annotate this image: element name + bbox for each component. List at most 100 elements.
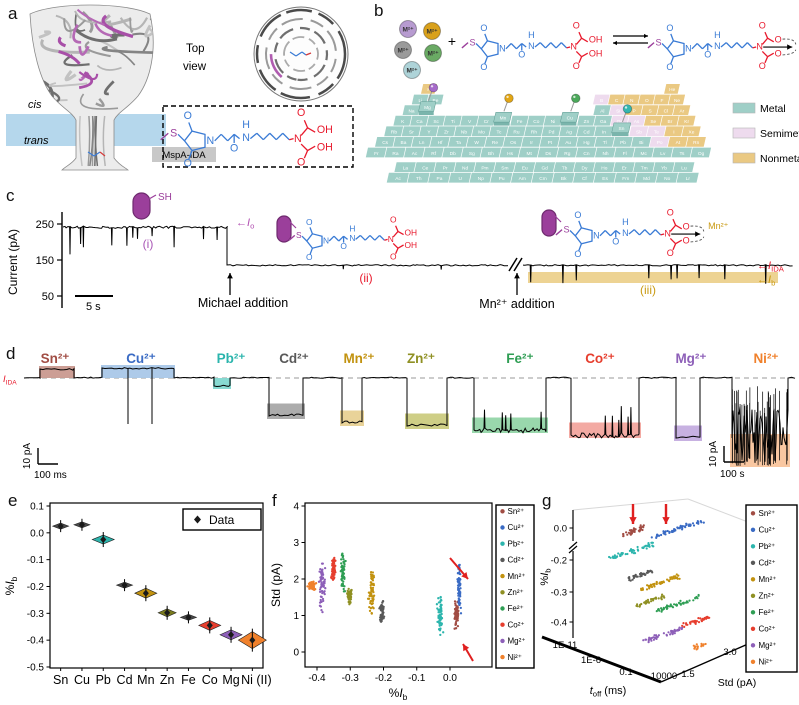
- svg-text:At: At: [676, 140, 681, 146]
- svg-text:Pd: Pd: [549, 130, 555, 136]
- svg-text:O: O: [573, 61, 580, 71]
- svg-text:Nb: Nb: [461, 130, 467, 136]
- svg-text:O: O: [230, 143, 238, 155]
- d-scalebar-right-v: 10 pA: [708, 441, 719, 467]
- svg-text:Ne: Ne: [674, 98, 680, 104]
- c-ytick: 50: [42, 291, 54, 303]
- svg-text:N: N: [593, 230, 600, 240]
- svg-text:OH: OH: [589, 35, 603, 45]
- svg-text:Zr: Zr: [444, 130, 449, 136]
- event-box-cu: [101, 365, 175, 378]
- svg-text:Re: Re: [492, 140, 498, 146]
- f-legend-dot-icon: [500, 638, 505, 644]
- i0-label: ←Io: [236, 217, 254, 231]
- f-ytick: 0: [293, 648, 299, 659]
- nanopore-oval-icon: [132, 192, 151, 220]
- svg-text:B: B: [600, 98, 603, 104]
- g-ylabel: %Ib: [539, 568, 553, 585]
- svg-text:As: As: [634, 119, 640, 125]
- panel-e-violin-chart: 0.1 0.0 -0.1 -0.2 -0.3 -0.4 -0.5 %Ib Sn Cu Pb Cd Mn Z…: [3, 502, 272, 688]
- svg-text:O: O: [666, 23, 673, 33]
- svg-text:Bh: Bh: [488, 151, 494, 157]
- svg-text:Ds: Ds: [545, 151, 551, 157]
- g-ztick: 3.0: [723, 647, 736, 658]
- svg-text:Sg: Sg: [469, 151, 475, 157]
- f-legend-cd: Cd²⁺: [508, 556, 525, 565]
- svg-text:Cm: Cm: [539, 176, 546, 182]
- svg-text:Ac: Ac: [395, 176, 401, 182]
- svg-text:Sm: Sm: [501, 165, 508, 171]
- f-legend-fe: Fe²⁺: [508, 604, 524, 613]
- svg-text:Sn: Sn: [619, 126, 625, 132]
- f-xtick: -0.2: [375, 673, 393, 684]
- svg-text:Fl: Fl: [623, 151, 627, 157]
- event-box-mn: [340, 410, 364, 426]
- g-xtick: 10000: [651, 671, 677, 682]
- f-legend-dot-icon: [500, 557, 505, 563]
- svg-text:Cf: Cf: [582, 176, 587, 182]
- d-i-ida-label: IIDA: [3, 374, 17, 386]
- svg-text:Ni: Ni: [551, 119, 556, 125]
- svg-text:Sb: Sb: [636, 130, 642, 136]
- e-category-zn: Zn: [160, 673, 175, 687]
- f-legend-mn: Mn²⁺: [508, 572, 526, 581]
- f-xtick: -0.4: [308, 673, 326, 684]
- e-legend-marker-icon: [194, 515, 201, 524]
- g-xlabel: toff (ms): [590, 685, 627, 699]
- svg-text:Nh: Nh: [602, 151, 608, 157]
- ida-structure-box: [162, 105, 354, 168]
- c-ylabel: Current (pA): [6, 229, 20, 295]
- svg-text:Co: Co: [533, 119, 539, 125]
- e-legend-box: [182, 508, 262, 531]
- g-legend-sn: Sn²⁺: [759, 509, 776, 518]
- metal-label-fe: Fe²⁺: [506, 351, 533, 366]
- svg-text:O: O: [683, 236, 690, 246]
- svg-text:H: H: [528, 30, 535, 40]
- svg-text:W: W: [474, 140, 479, 146]
- g-legend-ni: Ni²⁺: [759, 658, 773, 667]
- svg-text:La: La: [403, 165, 409, 171]
- svg-text:Ba: Ba: [401, 140, 407, 146]
- svg-text:P: P: [633, 108, 636, 114]
- svg-text:O: O: [184, 110, 192, 122]
- svg-text:In: In: [602, 130, 606, 136]
- svg-text:OH: OH: [405, 240, 418, 250]
- e-legend-label: Data: [209, 513, 235, 527]
- svg-text:O: O: [340, 241, 347, 251]
- svg-text:Pu: Pu: [499, 176, 505, 182]
- svg-text:Rn: Rn: [693, 140, 699, 146]
- svg-text:OH: OH: [589, 49, 603, 59]
- svg-text:O: O: [518, 50, 525, 60]
- svg-text:Db: Db: [450, 151, 456, 157]
- svg-text:Pm: Pm: [481, 165, 488, 171]
- svg-text:S: S: [648, 108, 651, 114]
- svg-text:N: N: [294, 133, 302, 145]
- svg-text:Rh: Rh: [531, 130, 537, 136]
- g-legend-cu: Cu²⁺: [759, 526, 776, 535]
- element-pin-icon: [622, 104, 633, 114]
- svg-text:Y: Y: [427, 130, 431, 136]
- metal-ion-circle: [423, 22, 441, 40]
- svg-text:Ge: Ge: [617, 119, 624, 125]
- f-legend-dot-icon: [500, 606, 505, 611]
- metal-label-mg: Mg²⁺: [675, 351, 706, 366]
- svg-text:F: F: [660, 98, 663, 104]
- g-legend-dot-icon: [750, 544, 756, 549]
- svg-text:N: N: [323, 235, 329, 245]
- svg-text:O: O: [184, 158, 192, 170]
- g-legend-dot-icon: [750, 593, 756, 598]
- event-box-pb: [213, 378, 231, 389]
- f-legend-pb: Pb²⁺: [508, 539, 525, 548]
- svg-text:Pr: Pr: [443, 165, 448, 171]
- element-pin-icon: [428, 82, 439, 93]
- g-xtick: 1E-11: [553, 640, 578, 651]
- svg-text:H: H: [349, 223, 355, 233]
- e-category-cd: Cd: [117, 673, 133, 687]
- metal-label-co: Co²⁺: [585, 351, 615, 366]
- svg-text:Hs: Hs: [507, 151, 513, 157]
- svg-text:O: O: [573, 21, 580, 31]
- panel-label-f: f: [272, 491, 277, 510]
- svg-text:Mg: Mg: [424, 105, 431, 111]
- f-legend-dot-icon: [500, 573, 505, 579]
- svg-text:Ar: Ar: [679, 108, 684, 114]
